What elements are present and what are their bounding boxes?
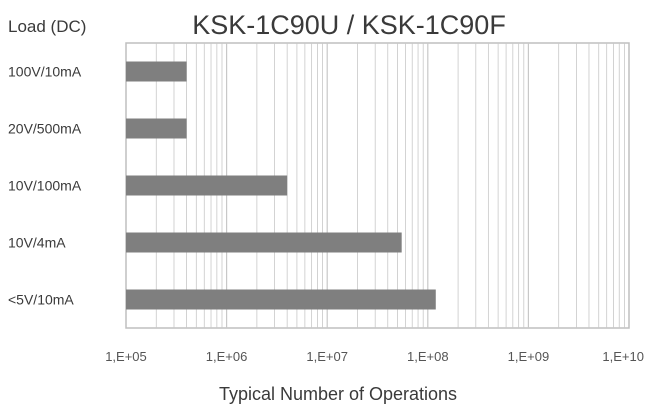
bars [126,61,436,310]
bar [126,175,288,196]
chart-title: KSK-1C90U / KSK-1C90F [192,10,506,40]
x-tick-label: 1,E+09 [508,349,550,364]
x-tick-label: 1,E+10 [602,349,644,364]
category-label: 10V/4mA [8,235,66,251]
x-tick-label: 1,E+08 [407,349,449,364]
category-label: <5V/10mA [8,292,74,308]
grid-lines [155,43,625,328]
category-label: 20V/500mA [8,121,82,137]
x-tick-label: 1,E+07 [306,349,348,364]
x-axis-label: Typical Number of Operations [219,384,457,404]
y-axis-label: Load (DC) [8,17,86,36]
x-tick-label: 1,E+06 [206,349,248,364]
category-label: 100V/10mA [8,64,82,80]
x-tick-labels: 1,E+05 1,E+06 1,E+07 1,E+08 1,E+09 1,E+10 [105,349,644,364]
bar [126,289,436,310]
bar [126,232,402,253]
category-labels: 100V/10mA 20V/500mA 10V/100mA 10V/4mA <5V/10… [8,64,82,308]
x-tick-label: 1,E+05 [105,349,147,364]
bar [126,61,187,82]
bar [126,118,187,139]
category-label: 10V/100mA [8,178,82,194]
